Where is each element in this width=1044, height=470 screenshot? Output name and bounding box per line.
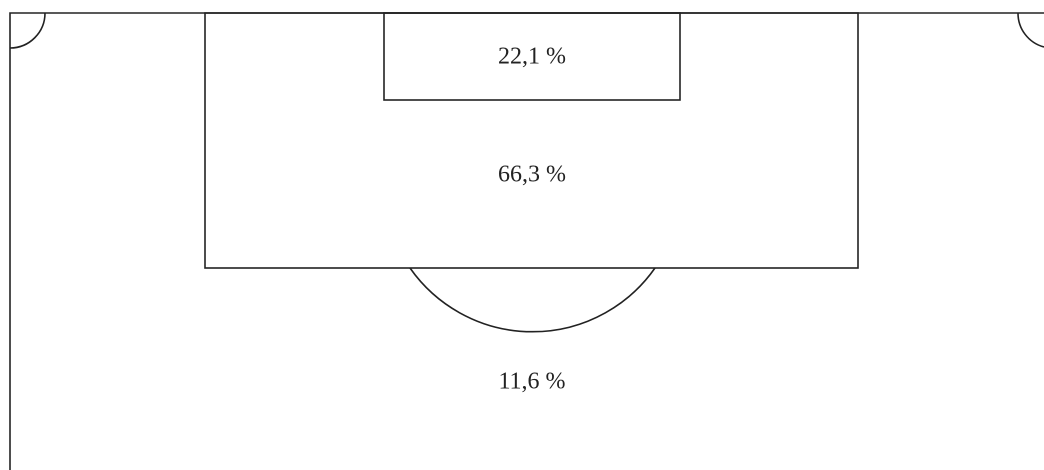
zone-label: 22,1 % — [498, 44, 566, 70]
pitch-outline — [9, 12, 1044, 470]
goal-area — [383, 12, 681, 101]
corner-arc-right — [1017, 12, 1044, 48]
zone-label: 11,6 % — [498, 369, 565, 395]
zone-label: 66,3 % — [498, 162, 566, 188]
corner-arc-left — [9, 12, 46, 49]
penalty-arc — [409, 267, 656, 333]
